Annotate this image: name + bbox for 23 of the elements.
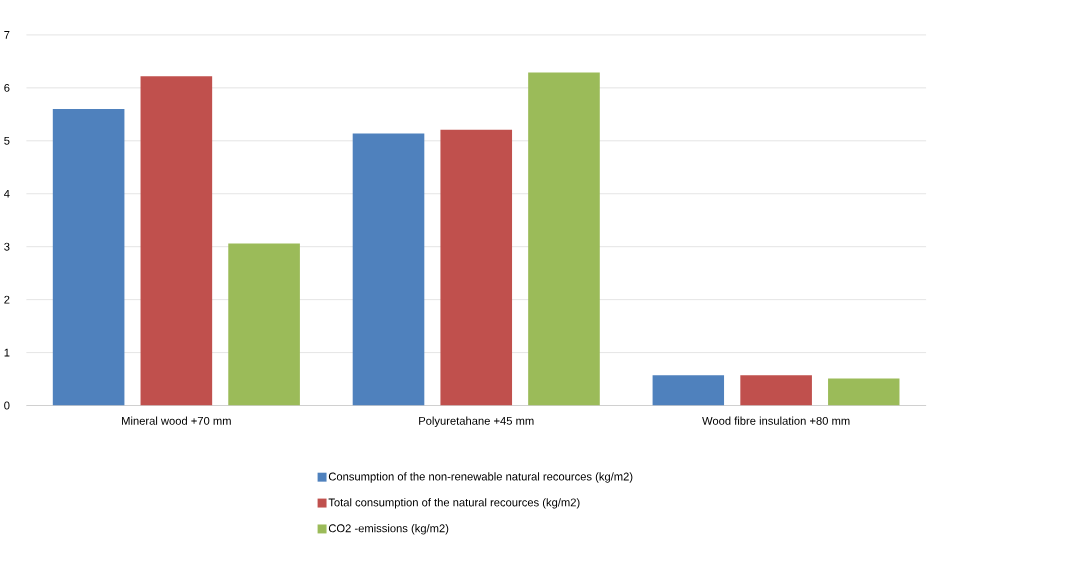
y-tick-label: 3 <box>4 242 10 251</box>
bar <box>228 243 300 406</box>
x-tick-label: Polyuretahane +45 mm <box>419 416 534 427</box>
bar <box>528 72 600 406</box>
bar <box>828 378 900 406</box>
y-tick-label: 5 <box>4 136 10 145</box>
legend-label: Consumption of the non-renewable natural recources (kg/m2) <box>328 472 633 483</box>
y-tick-label: 7 <box>4 30 10 39</box>
bar <box>140 76 213 406</box>
legend-label: Total consumption of the natural recources (kg/m2) <box>328 498 580 509</box>
bar <box>52 108 125 406</box>
y-tick-label: 1 <box>4 348 10 357</box>
x-tick-label: Mineral wood +70 mm <box>122 416 231 425</box>
y-tick-label: 4 <box>3 189 10 198</box>
y-tick-label: 2 <box>4 295 10 304</box>
y-tick-label: 0 <box>4 401 10 410</box>
bar <box>440 129 513 406</box>
bar <box>652 375 725 406</box>
bar <box>740 375 812 406</box>
y-tick-label: 6 <box>4 83 10 92</box>
bar <box>352 133 425 406</box>
legend-label: CO2 -emissions (kg/m2) <box>328 523 449 535</box>
x-tick-label: Wood fibre insulation +80 mm <box>702 416 850 425</box>
